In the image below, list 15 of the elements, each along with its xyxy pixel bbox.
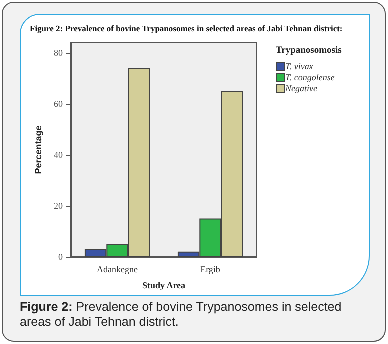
legend-label: T. vivax — [286, 62, 314, 72]
y-tick-label: 80 — [54, 48, 64, 58]
legend-title: Trypanosomosis — [276, 46, 342, 56]
x-tick-label: Adankegne — [97, 264, 138, 274]
y-tick-label: 0 — [58, 252, 64, 262]
y-tick-label: 40 — [54, 150, 64, 160]
legend-label: T. congolense — [286, 72, 335, 82]
x-axis-title: Study Area — [142, 280, 186, 290]
x-tick-label: Ergib — [200, 264, 221, 274]
legend-label: Negative — [284, 84, 318, 94]
caption: Figure 2: Prevalence of bovine Trypanosomes in selected areas of Jabi Tehnan district. — [20, 300, 343, 330]
chart-title: Figure 2: Prevalence of bovine Trypanosomes in selected areas of Jabi Tehnan district: — [30, 24, 343, 34]
y-tick-label: 60 — [54, 99, 64, 110]
y-tick-label: 20 — [54, 201, 64, 212]
y-axis-title: Percentage — [34, 126, 44, 174]
